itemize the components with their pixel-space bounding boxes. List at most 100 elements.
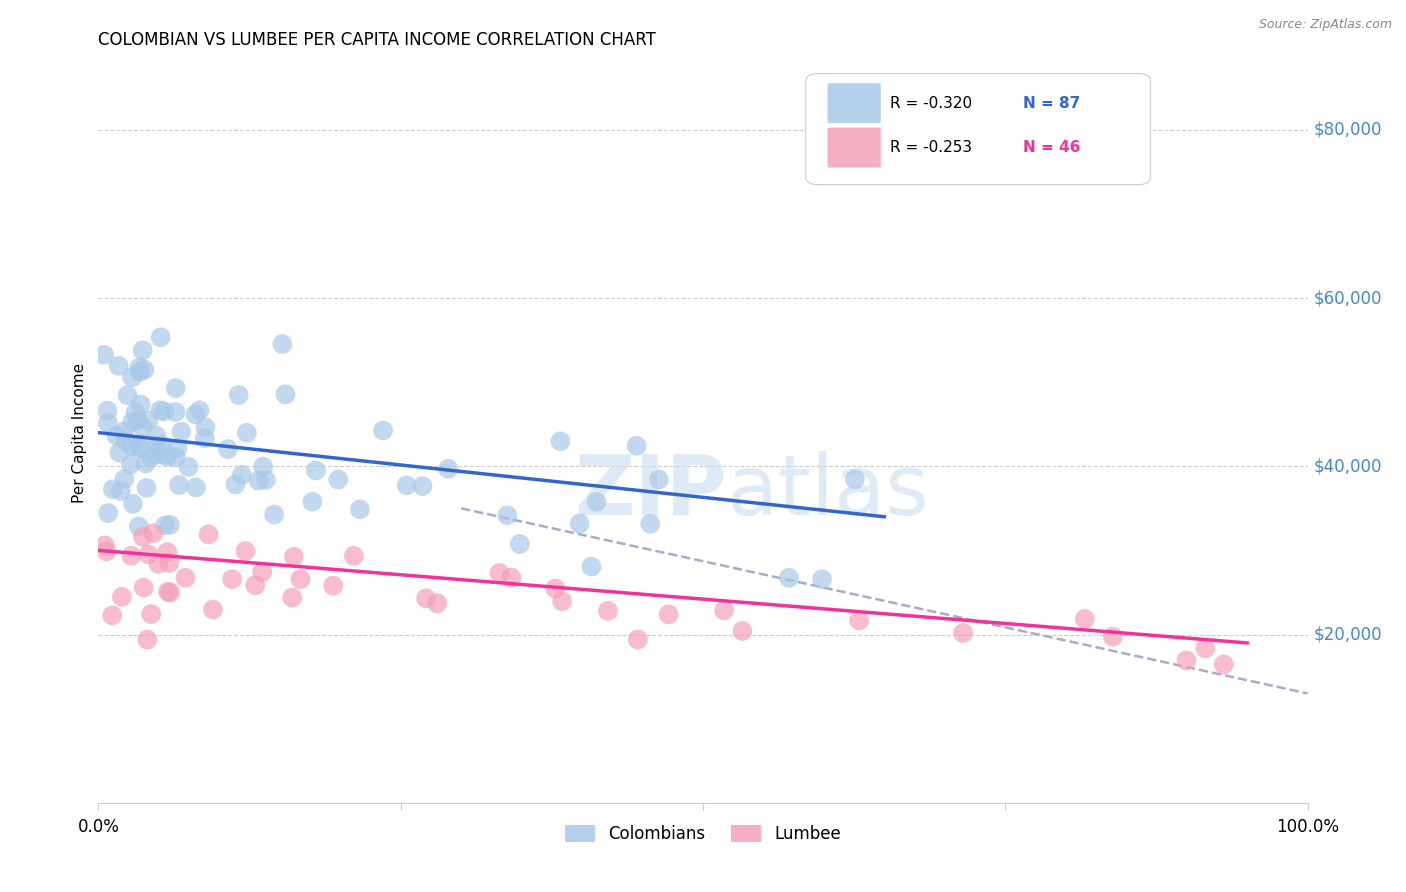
Point (194, 420, 217, 434)
Text: N = 46: N = 46 (1024, 140, 1081, 155)
Point (188, 403, 211, 417)
Point (142, 526, 165, 541)
Point (97, 416, 120, 430)
Point (301, 495, 323, 509)
Point (395, 478, 418, 492)
FancyBboxPatch shape (828, 83, 880, 123)
Point (94, 538, 117, 552)
Point (550, 434, 572, 449)
Point (1101, 630, 1123, 644)
Point (596, 604, 619, 618)
Point (121, 370, 143, 384)
Text: COLOMBIAN VS LUMBEE PER CAPITA INCOME CORRELATION CHART: COLOMBIAN VS LUMBEE PER CAPITA INCOME CO… (98, 31, 657, 49)
Point (139, 450, 162, 465)
Point (134, 362, 156, 376)
Point (114, 434, 136, 448)
Point (648, 473, 671, 487)
Text: $20,000: $20,000 (1313, 625, 1382, 643)
Point (581, 559, 603, 574)
Point (128, 519, 150, 533)
Point (509, 537, 531, 551)
FancyBboxPatch shape (828, 128, 880, 168)
Y-axis label: Per Capita Income: Per Capita Income (72, 362, 87, 503)
Point (128, 440, 150, 454)
Point (778, 571, 800, 585)
Point (135, 481, 157, 495)
Text: $80,000: $80,000 (1313, 120, 1382, 139)
Point (349, 502, 371, 516)
Point (131, 442, 153, 456)
Text: $40,000: $40,000 (1313, 458, 1382, 475)
Point (245, 578, 267, 592)
Point (626, 439, 648, 453)
Point (136, 632, 159, 647)
Point (281, 591, 304, 605)
Point (155, 518, 177, 533)
Point (952, 626, 974, 640)
Point (501, 570, 523, 584)
Point (148, 557, 170, 571)
Point (231, 467, 253, 482)
Point (235, 544, 257, 558)
Point (426, 596, 449, 610)
Point (236, 425, 259, 440)
Point (131, 343, 153, 358)
Point (105, 428, 128, 442)
Point (551, 594, 574, 608)
Point (437, 462, 460, 476)
Point (658, 607, 681, 622)
Point (412, 479, 434, 493)
Point (731, 624, 754, 638)
Point (247, 474, 270, 488)
Point (129, 397, 152, 411)
Point (167, 478, 190, 492)
Point (112, 472, 135, 486)
Point (138, 413, 160, 427)
Point (221, 572, 243, 586)
Point (713, 603, 735, 617)
Point (127, 413, 149, 427)
Point (156, 450, 179, 464)
Point (415, 591, 437, 606)
Point (159, 585, 181, 599)
Point (132, 530, 155, 544)
Point (145, 428, 167, 442)
Point (250, 565, 273, 579)
Text: N = 87: N = 87 (1024, 95, 1081, 111)
Text: atlas: atlas (727, 451, 929, 533)
Point (228, 388, 250, 402)
Text: $60,000: $60,000 (1313, 289, 1382, 307)
Point (371, 424, 394, 438)
Point (146, 440, 169, 454)
Point (217, 442, 239, 456)
Text: Source: ZipAtlas.com: Source: ZipAtlas.com (1258, 18, 1392, 31)
Text: R = -0.253: R = -0.253 (890, 140, 973, 155)
Point (121, 439, 143, 453)
Point (271, 337, 294, 351)
Point (638, 516, 661, 531)
Text: ZIP: ZIP (575, 451, 727, 533)
Point (97, 506, 120, 520)
Point (1194, 641, 1216, 656)
Point (848, 614, 870, 628)
Point (170, 425, 193, 439)
Point (165, 381, 187, 395)
Point (174, 571, 197, 585)
Point (290, 572, 312, 586)
Point (177, 459, 200, 474)
Point (149, 403, 172, 417)
Point (156, 545, 179, 559)
Point (120, 458, 142, 472)
Point (201, 602, 224, 616)
Point (197, 527, 219, 541)
Point (101, 482, 124, 496)
Point (152, 448, 174, 462)
Point (252, 459, 274, 474)
Point (263, 508, 285, 522)
Point (153, 404, 176, 418)
Text: R = -0.320: R = -0.320 (890, 95, 973, 111)
Legend: Colombians, Lumbee: Colombians, Lumbee (558, 819, 848, 850)
Point (107, 359, 129, 373)
Point (274, 387, 297, 401)
Point (322, 579, 344, 593)
